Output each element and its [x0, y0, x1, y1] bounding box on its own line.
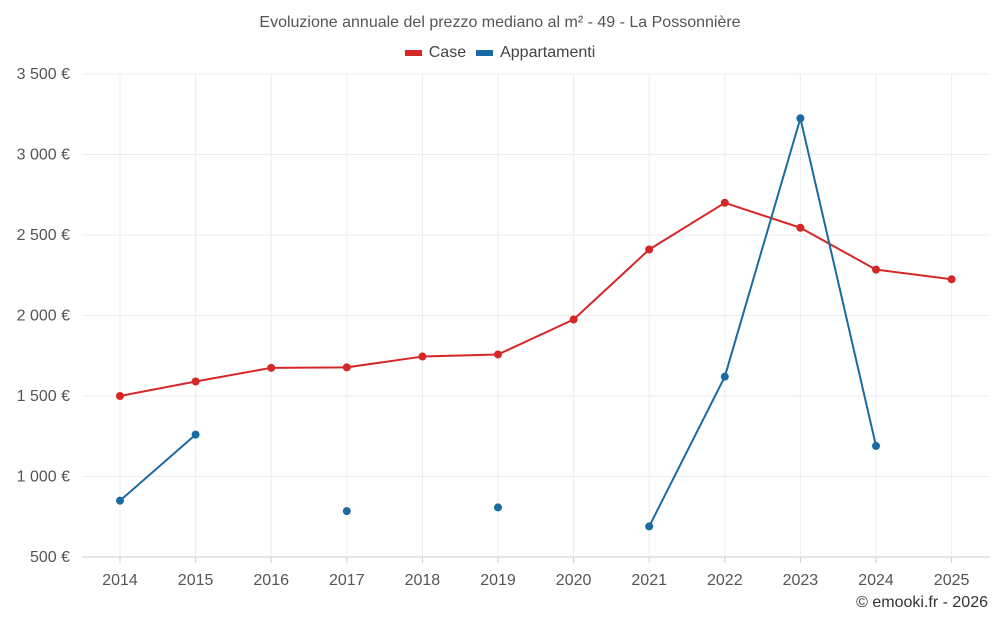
legend-label-case: Case — [428, 44, 467, 61]
data-point-appartamenti[interactable] — [796, 114, 805, 123]
y-tick-label: 1 500 € — [17, 388, 70, 405]
x-tick-label: 2014 — [102, 572, 138, 589]
data-point-appartamenti[interactable] — [116, 496, 124, 505]
y-tick-label: 1 000 € — [17, 469, 70, 486]
y-tick-label: 2 500 € — [17, 227, 70, 244]
data-point-case[interactable] — [947, 275, 956, 284]
data-point-case[interactable] — [494, 350, 502, 359]
grid-layer — [82, 73, 990, 558]
x-tick-label: 2018 — [405, 572, 441, 589]
data-point-appartamenti[interactable] — [494, 503, 502, 512]
x-tick-label: 2022 — [707, 572, 743, 589]
x-tick-label: 2019 — [480, 572, 516, 589]
chart-title: Evoluzione annuale del prezzo mediano al… — [259, 14, 741, 31]
y-tick-label: 2 000 € — [17, 308, 70, 325]
legend-item-appartamenti[interactable]: Appartamenti — [476, 44, 595, 62]
data-point-case[interactable] — [116, 392, 124, 400]
data-point-case[interactable] — [267, 363, 276, 372]
data-point-case[interactable] — [796, 223, 805, 232]
chart-legend: Case Appartamenti — [0, 44, 1000, 62]
y-tick-label: 3 000 € — [17, 147, 70, 164]
data-point-case[interactable] — [645, 245, 654, 254]
data-point-appartamenti[interactable] — [191, 430, 200, 439]
data-point-appartamenti[interactable] — [872, 441, 880, 450]
series-line-appartamenti — [648, 117, 877, 527]
x-tick-label: 2020 — [556, 572, 592, 589]
legend-swatch-appartamenti — [476, 50, 494, 56]
axis-layer: 500 € 1 000 € 1 500 € 2 000 € 2 500 € 3 000 €… — [17, 66, 970, 589]
data-point-case[interactable] — [569, 315, 578, 324]
data-point-case[interactable] — [191, 377, 200, 386]
x-tick-label: 2016 — [253, 572, 289, 589]
credit-text: © emooki.fr - 2026 — [856, 594, 988, 611]
data-point-appartamenti[interactable] — [720, 372, 729, 381]
data-point-case[interactable] — [872, 265, 880, 274]
data-point-case[interactable] — [342, 363, 351, 372]
series-line-appartamenti — [119, 433, 197, 502]
series-line-case — [119, 201, 952, 397]
x-tick-label: 2024 — [858, 572, 894, 589]
data-point-appartamenti[interactable] — [645, 522, 654, 531]
y-tick-label: 3 500 € — [17, 66, 70, 83]
x-tick-label: 2017 — [329, 572, 365, 589]
x-tick-label: 2025 — [934, 572, 970, 589]
data-point-case[interactable] — [418, 352, 427, 361]
x-tick-label: 2015 — [178, 572, 214, 589]
legend-label-appartamenti: Appartamenti — [500, 44, 596, 61]
series-layer — [116, 114, 956, 531]
x-tick-label: 2023 — [783, 572, 819, 589]
legend-item-case[interactable]: Case — [404, 44, 467, 62]
x-tick-label: 2021 — [631, 572, 667, 589]
data-point-case[interactable] — [720, 198, 729, 207]
legend-swatch-case — [404, 50, 422, 56]
y-tick-label: 500 € — [30, 549, 70, 566]
data-point-appartamenti[interactable] — [342, 507, 351, 516]
